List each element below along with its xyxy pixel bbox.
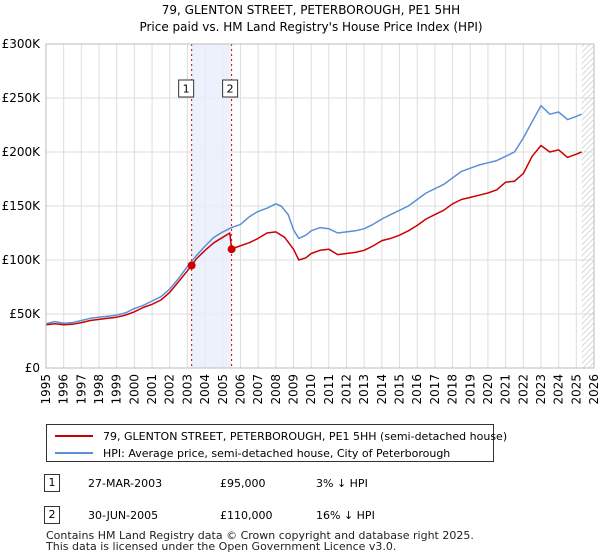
transaction-date: 27-MAR-2003 <box>88 477 163 490</box>
y-tick-label: £200K <box>2 145 42 159</box>
x-tick-label: 2024 <box>552 374 566 405</box>
x-tick-label: 2021 <box>499 374 513 405</box>
x-tick-label: 2017 <box>428 374 442 405</box>
legend-item-property: 79, GLENTON STREET, PETERBOROUGH, PE1 5H… <box>55 428 507 444</box>
transaction-row: 2 30-JUN-2005 £110,000 16% ↓ HPI <box>44 506 464 526</box>
sale-point-marker <box>187 261 196 270</box>
transaction-hpi-diff: 16% ↓ HPI <box>316 509 375 522</box>
transaction-hpi-diff: 3% ↓ HPI <box>316 477 368 490</box>
series-line-property <box>45 144 582 326</box>
footer-line-2: This data is licensed under the Open Gov… <box>46 540 397 553</box>
price-chart: 79, GLENTON STREET, PETERBOROUGH, PE1 5H… <box>2 3 600 405</box>
x-tick-label: 1998 <box>92 374 106 405</box>
x-tick-label: 2003 <box>180 374 194 405</box>
y-tick-label: £0 <box>25 361 40 375</box>
footer-attribution: Contains HM Land Registry data © Crown c… <box>46 530 474 552</box>
x-tick-label: 2014 <box>375 374 389 405</box>
transaction-row: 1 27-MAR-2003 £95,000 3% ↓ HPI <box>44 474 464 494</box>
x-tick-label: 1997 <box>74 374 88 405</box>
x-tick-label: 2000 <box>127 374 141 405</box>
sale-point-marker <box>227 245 236 254</box>
legend-label-hpi: HPI: Average price, semi-detached house,… <box>103 446 451 460</box>
x-tick-label: 2006 <box>233 374 247 405</box>
x-tick-label: 2022 <box>516 374 530 405</box>
x-tick-label: 2002 <box>163 374 177 405</box>
x-tick-label: 1999 <box>110 374 124 405</box>
transaction-period-band <box>191 44 232 368</box>
x-tick-label: 2025 <box>569 374 583 405</box>
x-tick-label: 2018 <box>446 374 460 405</box>
x-tick-label: 1996 <box>57 374 71 405</box>
transaction-date: 30-JUN-2005 <box>88 509 159 522</box>
transaction-price: £110,000 <box>220 509 273 522</box>
x-tick-label: 2009 <box>286 374 300 405</box>
plot-border <box>45 43 595 369</box>
y-tick-label: £250K <box>2 91 42 105</box>
y-tick-label: £150K <box>2 199 42 213</box>
footer-line-1: Contains HM Land Registry data © Crown c… <box>46 529 474 542</box>
legend-label-property: 79, GLENTON STREET, PETERBOROUGH, PE1 5H… <box>103 429 508 443</box>
x-tick-label: 2016 <box>410 374 424 405</box>
x-tick-label: 2015 <box>393 374 407 405</box>
x-tick-label: 2005 <box>216 374 230 405</box>
legend-item-hpi: HPI: Average price, semi-detached house,… <box>55 445 450 461</box>
x-tick-label: 2013 <box>357 374 371 405</box>
x-tick-label: 2008 <box>269 374 283 405</box>
annotation-label: 1 <box>183 83 190 96</box>
chart-subtitle: Price paid vs. HM Land Registry's House … <box>139 20 482 34</box>
transaction-price: £95,000 <box>220 477 266 490</box>
chart-title: 79, GLENTON STREET, PETERBOROUGH, PE1 5H… <box>162 3 460 17</box>
x-tick-label: 1995 <box>39 374 53 405</box>
x-tick-label: 2007 <box>251 374 265 405</box>
x-tick-label: 2026 <box>587 374 600 405</box>
chart-legend: 79, GLENTON STREET, PETERBOROUGH, PE1 5H… <box>46 424 507 462</box>
annotation-box <box>222 79 239 98</box>
annotation-label: 2 <box>227 83 234 96</box>
x-tick-label: 2019 <box>463 374 477 405</box>
x-tick-label: 2010 <box>304 374 318 405</box>
legend-swatch-hpi <box>55 452 93 454</box>
forecast-hatch <box>581 44 594 368</box>
x-tick-label: 2023 <box>534 374 548 405</box>
legend-swatch-property <box>55 435 93 437</box>
transaction-badge: 1 <box>44 474 60 492</box>
y-tick-label: £100K <box>2 253 42 267</box>
x-tick-label: 2001 <box>145 374 159 405</box>
x-tick-label: 2012 <box>340 374 354 405</box>
annotation-box <box>178 79 195 98</box>
x-tick-label: 2020 <box>481 374 495 405</box>
series-line-hpi <box>45 104 582 325</box>
x-tick-label: 2011 <box>322 374 336 405</box>
x-tick-label: 2004 <box>198 374 212 405</box>
y-tick-label: £300K <box>2 37 42 51</box>
y-tick-label: £50K <box>9 307 41 321</box>
transaction-badge: 2 <box>44 506 60 524</box>
